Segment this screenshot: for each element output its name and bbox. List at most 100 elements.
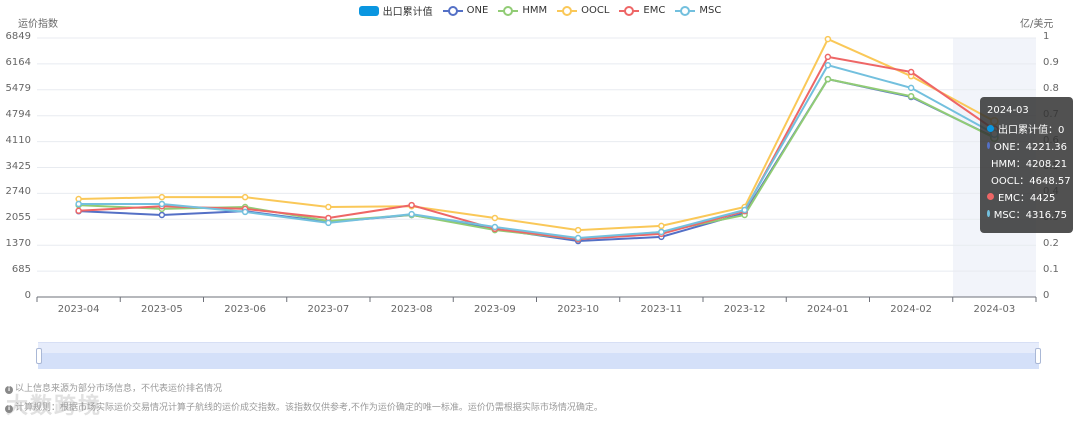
y-tick-label: 6849 [5, 31, 31, 42]
x-tick-label: 2024-02 [890, 304, 933, 315]
tooltip-row: HMM：4208.21 [987, 154, 1067, 171]
tooltip-row-text: MSC：4316.75 [993, 210, 1067, 221]
chart-tooltip: 2024-03 出口累计值：0 ONE：4221.36 HMM：4208.21 OOC… [980, 97, 1073, 233]
grid-lines [37, 37, 1036, 272]
data-point[interactable] [408, 201, 415, 209]
legend-label: HMM [522, 5, 548, 16]
y-tick-label: 0 [24, 290, 31, 301]
legend-line-icon [675, 5, 696, 16]
tooltip-row: MSC：4316.75 [987, 205, 1067, 222]
slider-selected-range[interactable] [38, 353, 1039, 369]
data-point[interactable] [325, 203, 332, 211]
x-tick-label: 2023-10 [557, 304, 600, 315]
legend-line-icon [442, 5, 463, 16]
tooltip-row: EMC：4425 [987, 188, 1067, 205]
series-color-dot-icon [987, 142, 990, 149]
info-icon: i [5, 404, 13, 413]
data-point[interactable] [907, 68, 915, 76]
legend-label: MSC [699, 5, 722, 16]
data-point[interactable] [241, 193, 249, 201]
y2-tick-label: 0.9 [1043, 56, 1059, 68]
x-tick-label: 2024-03 [973, 304, 1016, 315]
data-point[interactable] [824, 61, 832, 69]
legend-label: EMC [643, 5, 666, 16]
data-point[interactable] [824, 75, 832, 83]
x-tick-label: 2024-01 [806, 304, 849, 315]
data-point[interactable] [158, 200, 166, 208]
data-point[interactable] [741, 206, 748, 214]
x-tick-label: 2023-08 [390, 304, 433, 315]
y-tick-label: 2740 [5, 186, 31, 198]
data-point[interactable] [824, 53, 832, 61]
series-line-hmm[interactable] [78, 78, 995, 241]
y-tick-label: 5479 [5, 82, 31, 94]
y2-tick-label: 0 [1043, 290, 1050, 301]
tooltip-title: 2024-03 [987, 105, 1029, 116]
y2-tick-label: 0.8 [1043, 82, 1059, 94]
legend-item-emc[interactable]: EMC [619, 3, 665, 18]
y-tick-label: 1370 [5, 238, 31, 250]
data-point[interactable] [907, 92, 915, 100]
series-lines[interactable] [75, 35, 999, 245]
data-point[interactable] [158, 211, 166, 219]
x-tick-label: 2023-06 [224, 304, 267, 315]
data-zoom-slider[interactable] [36, 342, 1041, 369]
tooltip-row-text: 出口累计值：0 [998, 125, 1065, 136]
slider-handle-start[interactable] [36, 348, 42, 364]
legend-item-oocl[interactable]: OOCL [557, 3, 609, 18]
slider-handle-end[interactable] [1035, 348, 1041, 364]
data-point[interactable] [325, 219, 332, 227]
y2-tick-label: 0.1 [1043, 264, 1059, 276]
data-point[interactable] [408, 210, 415, 218]
legend-bar-icon [358, 5, 379, 16]
x-tick-label: 2023-05 [140, 304, 183, 315]
data-point[interactable] [574, 234, 582, 242]
series-color-dot-icon [987, 210, 990, 217]
note-text: 以上信息来源为部分市场信息，不代表运价排名情况 [15, 384, 223, 394]
tooltip-row-text: OOCL：4648.57 [991, 176, 1071, 187]
chart-notes: i 以上信息来源为部分市场信息，不代表运价排名情况 i 计算规则：根据市场实际运… [5, 380, 603, 418]
data-point[interactable] [907, 84, 915, 92]
note-source: i 以上信息来源为部分市场信息，不代表运价排名情况 [5, 380, 603, 399]
x-axis [36, 296, 1037, 302]
series-line-msc[interactable] [78, 64, 995, 240]
series-line-emc[interactable] [78, 55, 995, 241]
x-tick-label: 2023-04 [57, 304, 100, 315]
data-point[interactable] [75, 200, 82, 208]
y2-tick-label: 1 [1043, 31, 1050, 42]
legend-item-export-cumulative[interactable]: 出口累计值 [358, 3, 433, 18]
data-point[interactable] [241, 208, 249, 216]
data-point[interactable] [658, 222, 665, 230]
legend-label: ONE [466, 5, 489, 16]
legend-item-one[interactable]: ONE [442, 3, 489, 18]
y-tick-label: 6164 [5, 56, 31, 68]
data-point[interactable] [824, 35, 832, 43]
data-point[interactable] [491, 223, 499, 231]
data-point[interactable] [658, 228, 665, 236]
tooltip-row: OOCL：4648.57 [987, 171, 1071, 188]
legend-item-hmm[interactable]: HMM [498, 3, 547, 18]
data-point[interactable] [75, 207, 82, 215]
x-tick-label: 2023-11 [640, 304, 683, 315]
y-tick-label: 3425 [5, 160, 31, 172]
y-tick-label: 2055 [5, 212, 31, 224]
line-chart [36, 35, 1037, 302]
y-tick-label: 4110 [5, 134, 31, 146]
info-icon: i [5, 385, 13, 394]
data-point[interactable] [491, 214, 499, 222]
x-tick-label: 2023-12 [723, 304, 766, 315]
watermark: 大数跨境 [6, 394, 103, 419]
legend-line-icon [619, 5, 640, 16]
series-line-oocl[interactable] [78, 37, 995, 232]
legend-item-msc[interactable]: MSC [675, 3, 721, 18]
series-color-dot-icon [987, 125, 994, 132]
y-tick-label: 4794 [5, 108, 31, 120]
x-tick-label: 2023-09 [473, 304, 516, 315]
legend-label: OOCL [581, 5, 610, 16]
series-line-one[interactable] [78, 78, 995, 243]
legend-line-icon [498, 5, 519, 16]
data-point[interactable] [158, 193, 166, 201]
tooltip-row-text: ONE：4221.36 [993, 142, 1067, 153]
note-calculation-rule: i 计算规则：根据市场实际运价交易情况计算子航线的运价成交指数。该指数仅供参考,… [5, 399, 603, 418]
data-point[interactable] [574, 226, 582, 234]
